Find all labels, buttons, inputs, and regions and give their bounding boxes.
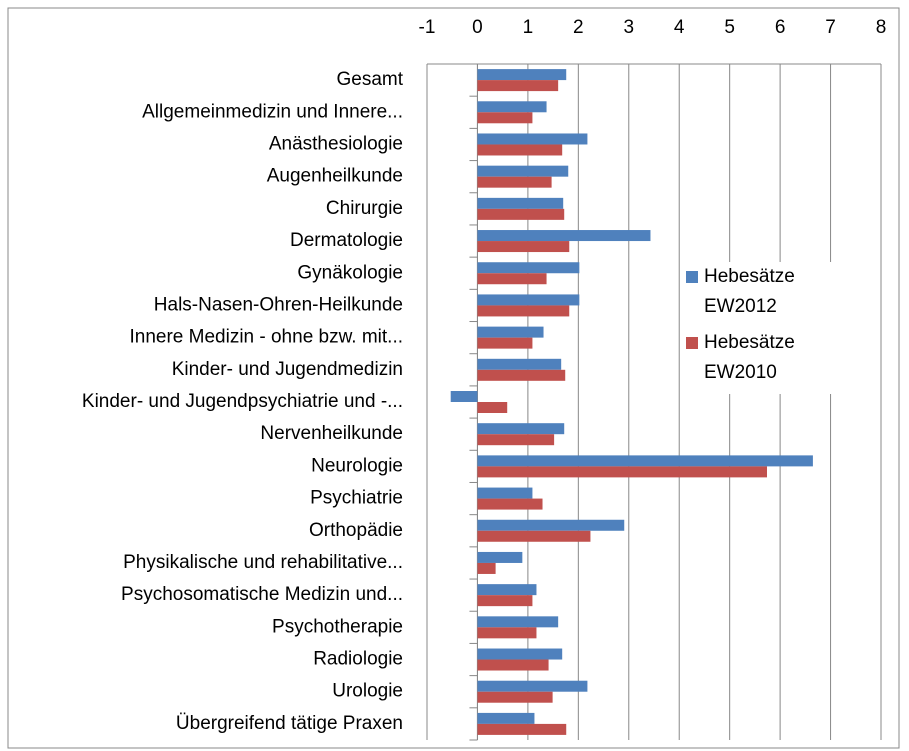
bar (477, 369, 566, 381)
bar (477, 358, 562, 370)
bar (477, 230, 651, 242)
legend: Hebesätze EW2012 Hebesätze EW2010 (686, 262, 832, 394)
y-tick-label: Urologie (332, 681, 403, 702)
bar (477, 273, 547, 285)
y-tick-label: Innere Medizin - ohne bzw. mit... (129, 327, 403, 348)
y-tick-label: Hals-Nasen-Ohren-Heilkunde (154, 294, 403, 315)
bar (477, 519, 625, 531)
bar (477, 466, 767, 478)
x-tick-label: -1 (419, 17, 436, 38)
y-tick-label: Nervenheilkunde (260, 423, 403, 444)
legend-swatch (686, 337, 698, 349)
bar (477, 455, 813, 467)
bar (477, 133, 588, 145)
y-tick-label: Physikalische und rehabilitative... (123, 552, 403, 573)
y-tick-label: Psychotherapie (272, 616, 403, 637)
y-tick-label: Augenheilkunde (267, 166, 403, 187)
legend-swatch (686, 271, 698, 283)
y-tick-label: Radiologie (313, 649, 403, 670)
legend-label: Hebesätze EW2012 (704, 266, 795, 317)
bar (477, 659, 549, 671)
bar (477, 144, 563, 156)
bar (477, 562, 496, 574)
bar (477, 241, 570, 253)
bar (477, 101, 547, 113)
bar (477, 680, 588, 692)
bar (477, 723, 567, 735)
x-tick-label: 6 (775, 17, 786, 38)
legend-item: Hebesätze EW2010 (686, 328, 832, 388)
bar (477, 176, 552, 188)
y-tick-label: Gesamt (336, 69, 403, 90)
bar (477, 627, 537, 639)
y-tick-label: Gynäkologie (297, 262, 403, 283)
bar (477, 551, 523, 563)
bar (477, 498, 543, 510)
bar (477, 69, 567, 81)
bar (477, 487, 533, 499)
bar (477, 326, 544, 338)
bar (477, 402, 508, 413)
y-tick-label: Kinder- und Jugendmedizin (172, 359, 403, 380)
bar (450, 391, 478, 402)
bar (477, 530, 591, 542)
x-tick-label: 7 (825, 17, 836, 38)
x-tick-label: 3 (623, 17, 634, 38)
bar (477, 648, 563, 660)
y-tick-label: Anästhesiologie (269, 133, 403, 154)
bar (477, 616, 559, 628)
y-tick-label: Übergreifend tätige Praxen (176, 713, 403, 734)
y-tick-label: Psychiatrie (310, 488, 403, 509)
bar (477, 112, 533, 124)
y-tick-label: Neurologie (311, 455, 403, 476)
bar (477, 165, 569, 177)
bar (477, 294, 580, 306)
x-tick-label: 2 (573, 17, 584, 38)
y-tick-label: Allgemeinmedizin und Innere... (142, 101, 403, 122)
y-tick-label: Chirurgie (326, 198, 403, 219)
y-tick-label: Kinder- und Jugendpsychiatrie und -... (82, 391, 403, 412)
bar (477, 337, 533, 349)
x-tick-label: 1 (523, 17, 534, 38)
bar (477, 434, 555, 446)
bar (477, 80, 559, 92)
legend-item: Hebesätze EW2012 (686, 262, 832, 322)
bar (477, 305, 570, 317)
bar (477, 595, 533, 607)
bar (477, 691, 553, 703)
y-tick-label: Orthopädie (309, 520, 403, 541)
x-tick-label: 8 (876, 17, 887, 38)
bar (477, 262, 580, 274)
bar (477, 197, 564, 209)
bar (477, 208, 565, 220)
x-tick-label: 0 (472, 17, 483, 38)
bar (477, 423, 565, 435)
y-tick-label: Dermatologie (290, 230, 403, 251)
legend-label: Hebesätze EW2010 (704, 332, 795, 383)
x-tick-label: 5 (724, 17, 735, 38)
bar (477, 584, 537, 596)
x-tick-label: 4 (674, 17, 685, 38)
y-tick-label: Psychosomatische Medizin und... (121, 584, 403, 605)
bar (477, 712, 535, 724)
